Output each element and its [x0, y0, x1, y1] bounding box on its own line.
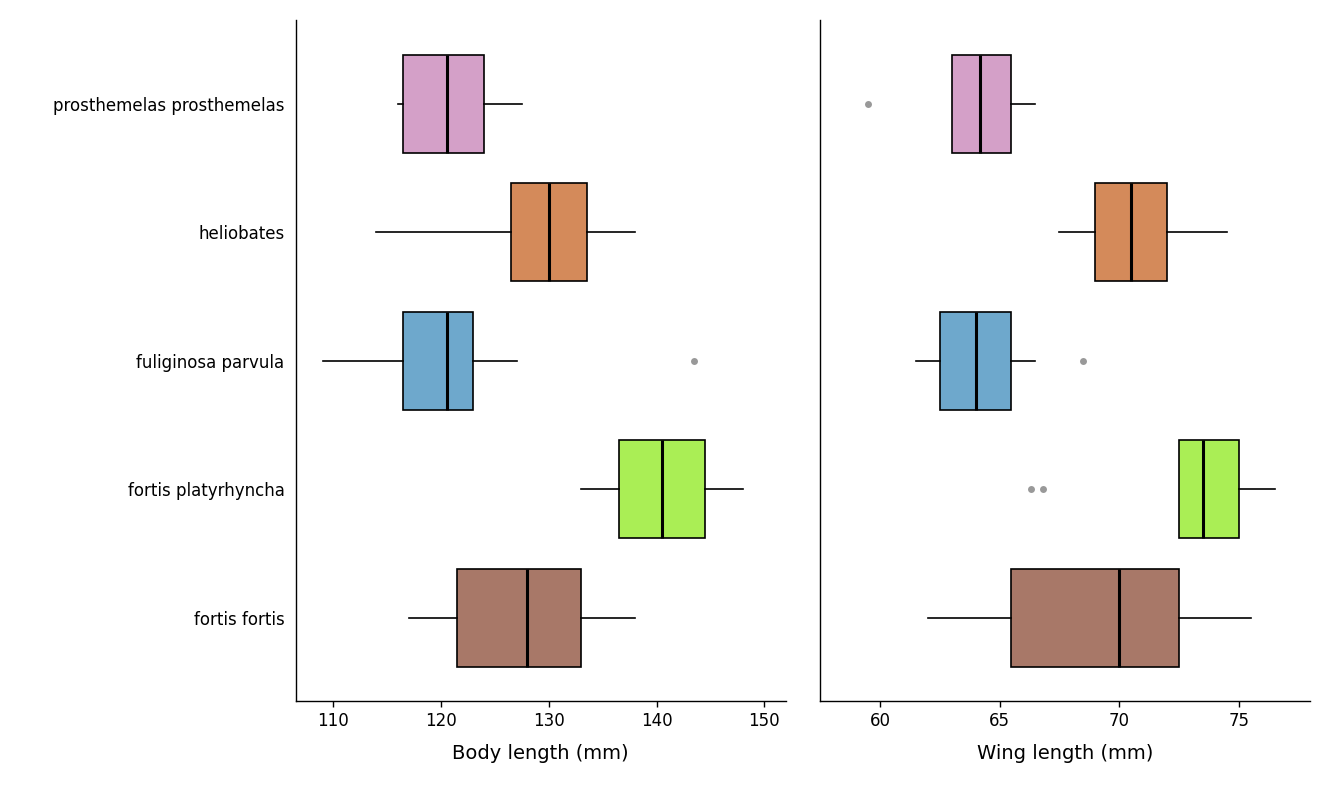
Bar: [457, 569, 581, 667]
Bar: [1095, 183, 1167, 281]
Bar: [403, 55, 484, 152]
Bar: [511, 183, 586, 281]
Bar: [1012, 569, 1179, 667]
Bar: [939, 312, 1012, 409]
Bar: [1179, 440, 1239, 538]
Bar: [618, 440, 706, 538]
Bar: [403, 312, 473, 409]
X-axis label: Wing length (mm): Wing length (mm): [977, 743, 1153, 762]
X-axis label: Body length (mm): Body length (mm): [453, 743, 629, 762]
Bar: [952, 55, 1012, 152]
